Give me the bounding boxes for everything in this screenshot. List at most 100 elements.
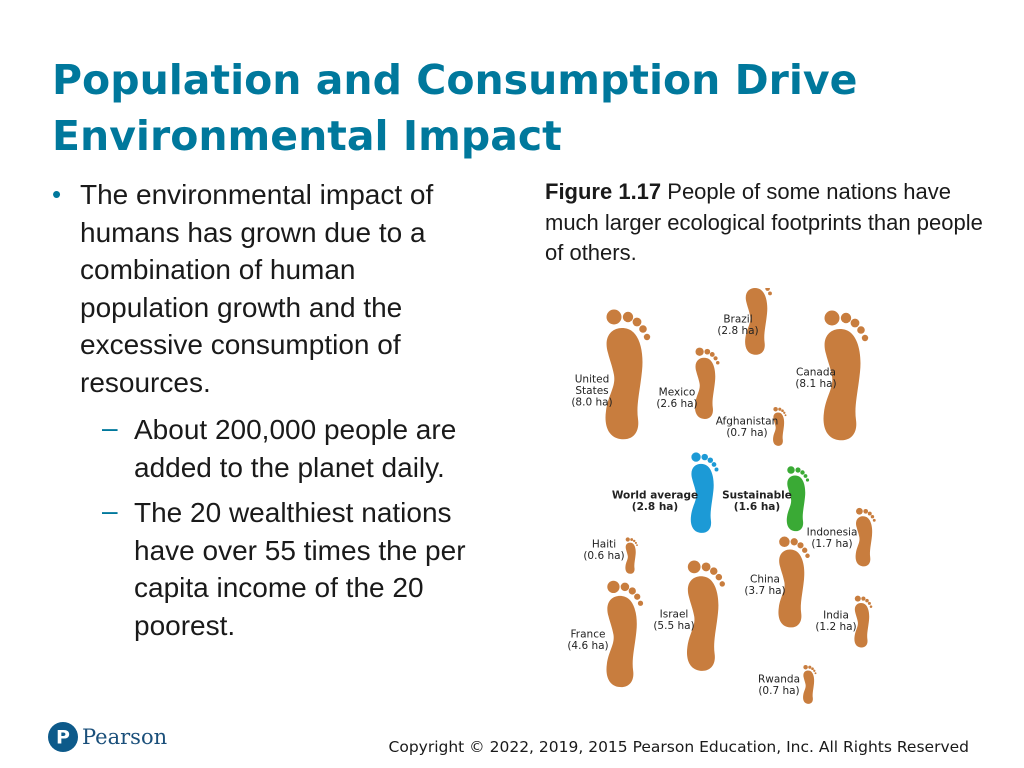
sub-bullet-marker: – [102,412,118,443]
pearson-logo: P Pearson [48,720,167,754]
haiti-footprint-toe [636,544,638,547]
indonesia-footprint-toe [867,511,872,516]
united-states-footprint-toe [606,309,622,325]
india-footprint-toe [854,595,861,602]
china-footprint-toe [779,536,790,548]
haiti-name: Haiti [592,538,616,550]
world-average-label: World average (2.8 ha) [612,489,698,513]
brazil-name: Brazil [723,313,752,325]
mexico-footprint [694,347,720,419]
france-footprint-toe [628,587,636,595]
world-average-footprint-toe [707,457,714,463]
israel-name: Israel [660,608,689,620]
israel-footprint-toe [719,581,725,587]
india-footprint-toe [861,596,866,601]
indonesia-footprint-sole [855,516,873,567]
china-footprint-toe [802,547,808,553]
israel-footprint [686,560,725,671]
afghanistan-label: Afghanistan (0.7 ha) [716,415,779,439]
slide-title-line-2: Environmental Impact [52,112,562,160]
indonesia-value: (1.7 ha) [811,538,852,550]
afghanistan-name: Afghanistan [716,415,779,427]
world-average-footprint-toe [714,467,719,472]
mexico-footprint-toe [713,356,718,361]
sustainable-value: (1.6 ha) [734,501,780,513]
india-value: (1.2 ha) [815,621,856,633]
indonesia-label: Indonesia (1.7 ha) [807,526,858,550]
mexico-footprint-sole [694,357,716,419]
canada-footprint-toe [861,334,869,342]
united-states-footprint-toe [632,317,642,327]
pearson-logo-letter: P [56,727,70,749]
sustainable-footprint [786,466,810,532]
france-label: France (4.6 ha) [567,628,608,652]
bullet-main-line: resources. [80,366,211,398]
united-states-footprint-toe [643,333,651,341]
united-states-footprint-toe [622,311,634,323]
world-average-footprint-toe [691,452,701,462]
sustainable-footprint-toe [800,470,805,475]
haiti-footprint [625,537,638,574]
canada-value: (8.1 ha) [795,378,836,390]
bullet-list: • The environmental impact of humans has… [52,176,512,644]
brazil-footprint-toe [768,291,772,296]
israel-footprint-toe [710,567,718,575]
indonesia-footprint-toe [856,507,863,515]
india-label: India (1.2 ha) [815,609,856,633]
indonesia-footprint-toe [863,508,869,514]
france-value: (4.6 ha) [567,640,608,652]
footprint-illustration: Brazil (2.8 ha)Canada (8.1 ha)United States… [567,288,876,704]
brazil-value: (2.8 ha) [717,325,758,337]
united-states-footprint-sole [605,328,643,440]
canada-footprint-toe [857,326,865,334]
france-footprint-toe [620,582,630,592]
afghanistan-footprint-toe [781,409,784,413]
mexico-footprint-toe [715,360,720,365]
rwanda-footprint-toe [813,669,816,672]
bullet-main-line: excessive consumption of [80,329,401,360]
sustainable-footprint-toe [803,474,808,478]
afghanistan-footprint-toe [773,406,778,412]
bullet-main: • The environmental impact of humans has… [52,176,512,401]
sustainable-footprint-toe [805,478,810,482]
china-label: China (3.7 ha) [744,573,785,597]
united-states-footprint [605,309,651,440]
france-footprint-toe [607,580,620,594]
sustainable-footprint-sole [786,475,806,532]
mexico-label: Mexico (2.6 ha) [656,386,697,410]
china-footprint-toe [797,542,804,549]
mexico-name: Mexico [659,386,696,398]
afghanistan-footprint-toe [783,411,786,414]
france-footprint-sole [606,595,637,688]
sub-bullet-population: – About 200,000 people are added to the … [52,411,512,486]
rwanda-footprint-toe [803,664,808,670]
slide-title: Population and Consumption Drive Environ… [52,52,952,164]
world-average-footprint-toe [701,453,708,461]
copyright-notice: Copyright © 2022, 2019, 2015 Pearson Edu… [388,738,969,756]
canada-footprint-toe [850,318,860,328]
haiti-footprint-sole [625,542,636,574]
world-average-footprint [690,452,719,533]
pearson-logo-icon: P [48,722,78,752]
united-states-label: United States (8.0 ha) [571,374,612,409]
sustainable-label: Sustainable (1.6 ha) [722,489,792,513]
mexico-footprint-toe [709,352,715,357]
united-states-value: (8.0 ha) [571,397,612,409]
world-average-name: World average [612,489,698,501]
mexico-footprint-toe [704,348,711,355]
haiti-footprint-toe [632,539,636,543]
canada-footprint [823,310,869,441]
china-footprint [778,536,810,628]
haiti-label: Haiti (0.6 ha) [583,538,624,562]
mexico-footprint-toe [695,347,704,356]
rwanda-label: Rwanda (0.7 ha) [758,673,800,697]
sub-bullet-marker: – [102,495,118,526]
canada-footprint-toe [840,312,852,324]
sustainable-footprint-toe [787,466,795,474]
bullet-marker: • [52,179,62,209]
indonesia-name: Indonesia [807,526,858,538]
footprint-figure: Brazil (2.8 ha) Canada (8.1 ha) United States… [560,288,890,708]
canada-footprint-sole [823,329,861,441]
israel-footprint-sole [686,576,719,671]
afghanistan-value: (0.7 ha) [726,427,767,439]
